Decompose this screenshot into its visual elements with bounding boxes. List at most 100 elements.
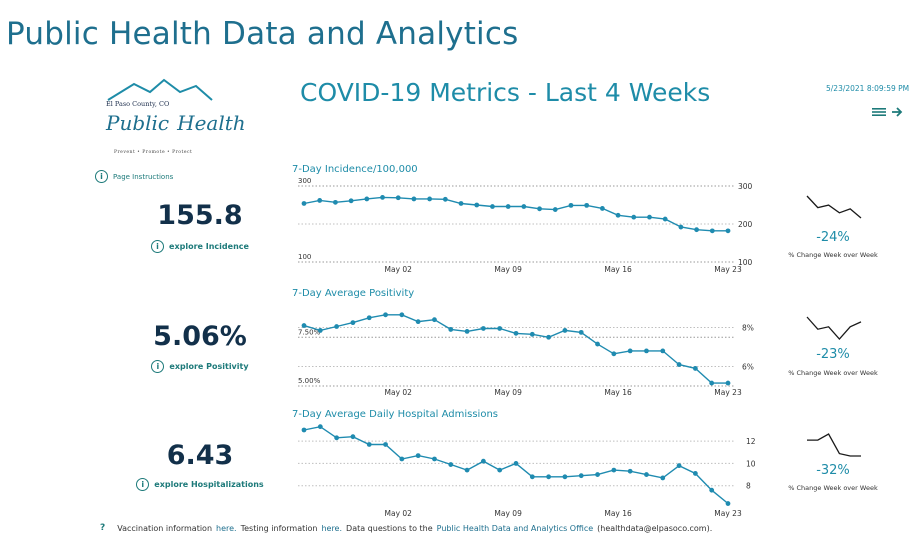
data-point — [644, 348, 649, 354]
data-point — [662, 216, 668, 222]
reference-line-label: 300 — [298, 177, 311, 185]
sparkline-positivity — [806, 316, 862, 340]
data-point — [692, 471, 698, 476]
data-point — [562, 328, 568, 333]
data-point — [725, 501, 731, 506]
page-instructions-link[interactable]: i Page Instructions — [95, 170, 173, 183]
kpi-hospitalizations-value: 6.43 — [166, 440, 234, 471]
footer-vaccination-text: Vaccination information — [117, 523, 213, 533]
data-point — [692, 366, 698, 371]
chart-title-hospital-admissions: 7-Day Average Daily Hospital Admissions — [292, 409, 498, 420]
data-point — [415, 453, 421, 459]
vaccination-link[interactable]: here. — [216, 523, 237, 533]
data-point — [709, 380, 715, 386]
data-point — [676, 463, 682, 469]
sparkline-incidence — [806, 195, 862, 219]
data-point — [366, 315, 372, 321]
data-point — [301, 201, 307, 206]
testing-link[interactable]: here. — [321, 523, 343, 533]
analytics-office-link[interactable]: Public Health Data and Analytics Office — [436, 523, 594, 533]
pct-change-positivity: -23% — [816, 347, 850, 362]
menu-lines-icon[interactable] — [872, 107, 886, 117]
data-point — [480, 458, 486, 464]
data-point — [611, 351, 617, 357]
data-point — [350, 434, 356, 440]
data-point — [647, 214, 652, 220]
data-point — [546, 474, 552, 480]
data-point — [395, 195, 401, 201]
data-point — [552, 207, 558, 212]
data-point — [676, 362, 682, 367]
reference-line-label: 100 — [298, 253, 311, 261]
x-tick-label: May 16 — [604, 388, 632, 397]
data-point — [546, 334, 552, 340]
data-point — [678, 224, 684, 230]
chart-hospital-admissions: 12 10 8 May 02 May 09 May 16 May 23 — [298, 424, 756, 518]
data-point — [350, 320, 356, 326]
data-point — [448, 462, 454, 467]
reference-line-label: 7.50% — [298, 328, 321, 336]
logo-tagline: Prevent • Promote • Protect — [114, 150, 193, 155]
dashboard-title: COVID-19 Metrics - Last 4 Weeks — [300, 78, 711, 107]
logo-county: El Paso County, CO — [106, 100, 170, 108]
y-tick-label: 300 — [738, 182, 753, 191]
data-point — [380, 195, 385, 200]
data-point — [578, 329, 584, 335]
x-tick-label: May 09 — [494, 509, 522, 518]
data-point — [364, 196, 370, 202]
data-point — [317, 328, 323, 333]
data-point — [334, 324, 340, 329]
data-point — [383, 442, 388, 447]
data-point — [411, 196, 417, 202]
pct-change-incidence: -24% — [816, 230, 850, 245]
timestamp: 5/23/2021 8:09:59 PM — [826, 84, 910, 93]
data-point — [317, 424, 323, 430]
reference-line-label: 5.00% — [298, 377, 321, 385]
explore-hospitalizations-button[interactable]: i explore Hospitalizations — [100, 478, 300, 491]
y-tick-label: 6% — [742, 363, 754, 372]
x-tick-label: May 02 — [385, 509, 413, 518]
x-tick-label: May 23 — [714, 509, 742, 518]
data-point — [660, 348, 666, 354]
x-tick-label: May 23 — [714, 265, 742, 274]
data-point — [725, 380, 731, 386]
logo: El Paso County, CO Public Health Prevent … — [100, 78, 246, 158]
info-icon: i — [95, 170, 108, 183]
x-tick-label: May 16 — [604, 509, 632, 518]
footer-questions-text: Data questions to the — [346, 523, 433, 533]
explore-incidence-button[interactable]: i explore Incidence — [100, 240, 300, 253]
explore-positivity-button[interactable]: i explore Positivity — [100, 360, 300, 373]
data-point — [599, 206, 605, 211]
data-point — [348, 198, 354, 204]
data-point — [627, 468, 633, 474]
x-tick-label: May 02 — [385, 388, 413, 397]
data-point — [497, 326, 503, 331]
y-tick-label: 100 — [738, 258, 753, 267]
data-point — [301, 323, 307, 328]
data-point — [480, 326, 486, 331]
data-point — [383, 312, 388, 318]
data-point — [709, 487, 715, 493]
data-point — [537, 206, 542, 212]
kpi-positivity-value: 5.06% — [153, 321, 247, 352]
data-point — [709, 228, 715, 234]
data-point — [432, 456, 437, 462]
data-point — [513, 330, 519, 336]
data-point — [584, 202, 590, 208]
data-point — [474, 202, 480, 208]
info-icon: i — [136, 478, 150, 491]
series-line — [303, 314, 728, 384]
data-point — [333, 199, 338, 205]
y-tick-label: 10 — [746, 459, 756, 468]
data-point — [595, 341, 600, 347]
kpi-incidence-value: 155.8 — [157, 200, 243, 231]
chart-title-positivity: 7-Day Average Positivity — [292, 288, 415, 299]
data-point — [562, 474, 568, 480]
data-point — [415, 319, 421, 325]
data-point — [568, 202, 574, 208]
chart-positivity: 8% 6% 7.50% 5.00% May 02 May 09 May 16 May 23 — [298, 312, 754, 397]
logo-wordmark: Public Health — [106, 111, 246, 135]
data-point — [334, 435, 340, 441]
data-point — [611, 467, 617, 473]
arrow-right-icon[interactable] — [891, 106, 903, 118]
